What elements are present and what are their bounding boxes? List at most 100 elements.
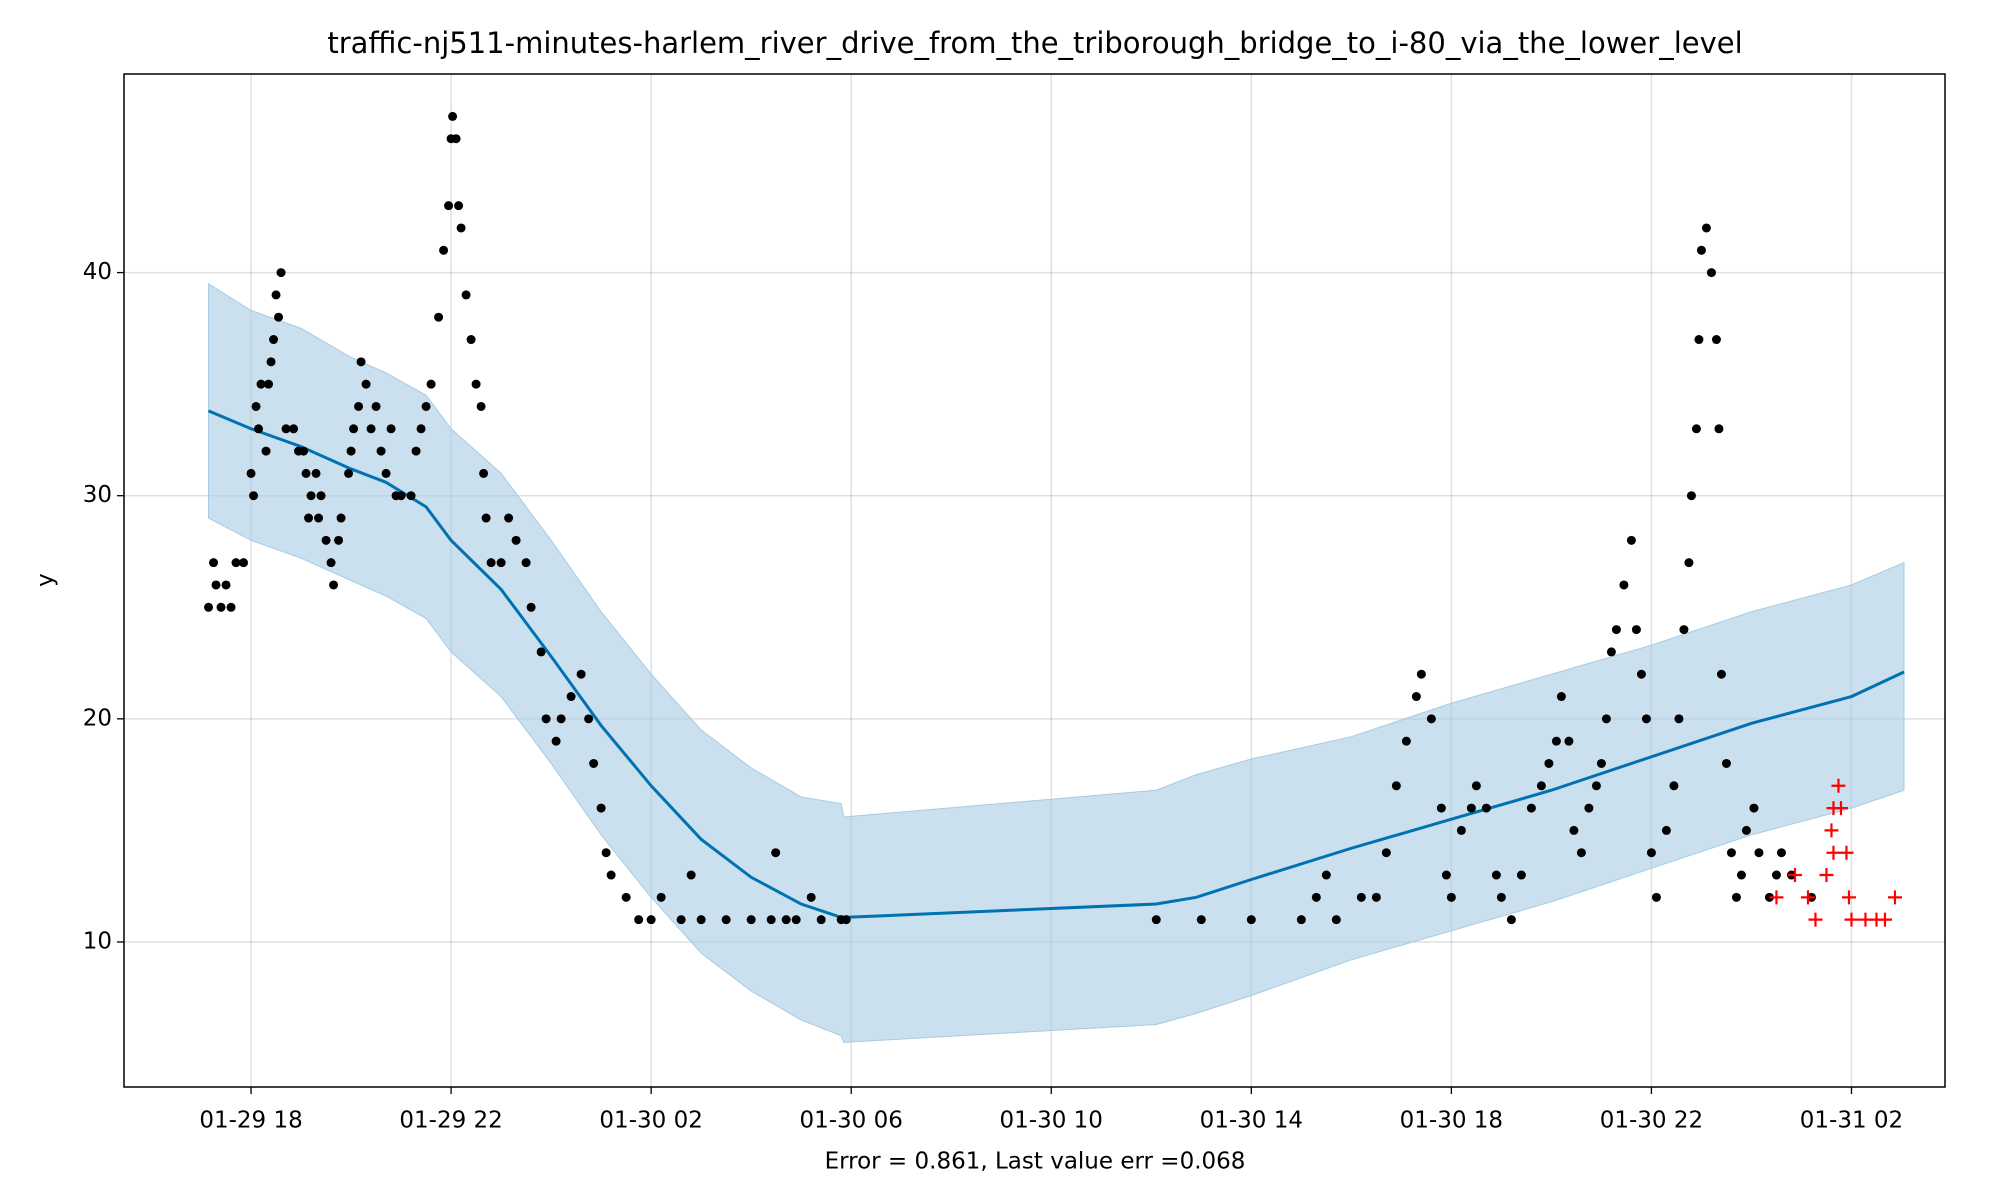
history-point: [1646, 848, 1656, 858]
x-tick-label: 01-29 18: [199, 1108, 302, 1134]
history-point: [1619, 580, 1629, 590]
history-point: [1749, 803, 1759, 813]
history-point: [1401, 736, 1411, 746]
history-point: [1716, 669, 1726, 679]
history-point: [584, 714, 594, 724]
history-point: [204, 602, 214, 612]
history-point: [329, 580, 339, 590]
history-point: [606, 870, 616, 880]
history-point: [1481, 803, 1491, 813]
history-point: [444, 201, 454, 211]
history-point: [1691, 424, 1701, 434]
future-point: [1839, 845, 1854, 860]
history-point: [1496, 892, 1506, 902]
future-point: [1800, 890, 1815, 905]
history-point: [479, 468, 489, 478]
future-point: [1787, 868, 1802, 883]
history-point: [239, 558, 249, 568]
history-point: [366, 424, 376, 434]
history-point: [1606, 647, 1616, 657]
history-point: [246, 468, 256, 478]
history-point: [686, 870, 696, 880]
future-point: [1819, 868, 1834, 883]
history-point: [1741, 825, 1751, 835]
history-point: [521, 558, 531, 568]
history-point: [334, 535, 344, 545]
history-point: [361, 379, 371, 389]
history-point: [1356, 892, 1366, 902]
history-point: [349, 424, 359, 434]
history-point: [1446, 892, 1456, 902]
history-point: [1426, 714, 1436, 724]
history-point: [254, 424, 264, 434]
future-point: [1831, 778, 1846, 793]
history-point: [1151, 915, 1161, 925]
history-point: [1711, 335, 1721, 345]
history-point: [621, 892, 631, 902]
history-point: [1776, 848, 1786, 858]
history-point: [781, 915, 791, 925]
history-point: [269, 335, 279, 345]
history-point: [806, 892, 816, 902]
y-tick-label: 10: [83, 928, 112, 954]
history-point: [1471, 781, 1481, 791]
future-point: [1833, 801, 1848, 816]
history-point: [211, 580, 221, 590]
history-point: [406, 491, 416, 501]
y-tick-label: 30: [83, 482, 112, 508]
history-point: [1631, 625, 1641, 635]
history-point: [1564, 736, 1574, 746]
history-point: [476, 401, 486, 411]
history-point: [746, 915, 756, 925]
history-point: [344, 468, 354, 478]
history-point: [321, 535, 331, 545]
history-point: [634, 915, 644, 925]
history-point: [1296, 915, 1306, 925]
history-point: [381, 468, 391, 478]
history-point: [646, 915, 656, 925]
x-tick-label: 01-30 18: [1400, 1108, 1503, 1134]
history-point: [471, 379, 481, 389]
history-point: [1321, 870, 1331, 880]
y-tick-label: 20: [83, 705, 112, 731]
history-point: [1506, 915, 1516, 925]
history-point: [448, 111, 458, 121]
history-point: [301, 468, 311, 478]
history-point: [1679, 625, 1689, 635]
history-point: [371, 401, 381, 411]
history-point: [316, 491, 326, 501]
history-point: [354, 401, 364, 411]
history-point: [289, 424, 299, 434]
x-tick-label: 01-30 06: [799, 1108, 902, 1134]
history-point: [216, 602, 226, 612]
history-point: [1551, 736, 1561, 746]
history-point: [1491, 870, 1501, 880]
history-point: [1686, 491, 1696, 501]
history-point: [396, 491, 406, 501]
history-point: [1726, 848, 1736, 858]
history-point: [256, 379, 266, 389]
history-point: [271, 290, 281, 300]
history-point: [511, 535, 521, 545]
history-point: [311, 468, 321, 478]
future-point: [1808, 912, 1823, 927]
history-point: [1674, 714, 1684, 724]
history-point: [386, 424, 396, 434]
history-point: [1701, 223, 1711, 233]
future-point: [1841, 890, 1856, 905]
history-point: [466, 335, 476, 345]
history-point: [421, 401, 431, 411]
y-tick-label: 40: [83, 259, 112, 285]
history-point: [551, 736, 561, 746]
history-point: [1764, 892, 1774, 902]
history-point: [1381, 848, 1391, 858]
history-point: [249, 491, 259, 501]
history-point: [416, 424, 426, 434]
history-point: [481, 513, 491, 523]
history-point: [1736, 870, 1746, 880]
history-point: [299, 446, 309, 456]
history-point: [266, 357, 276, 367]
history-point: [771, 848, 781, 858]
history-point: [791, 915, 801, 925]
